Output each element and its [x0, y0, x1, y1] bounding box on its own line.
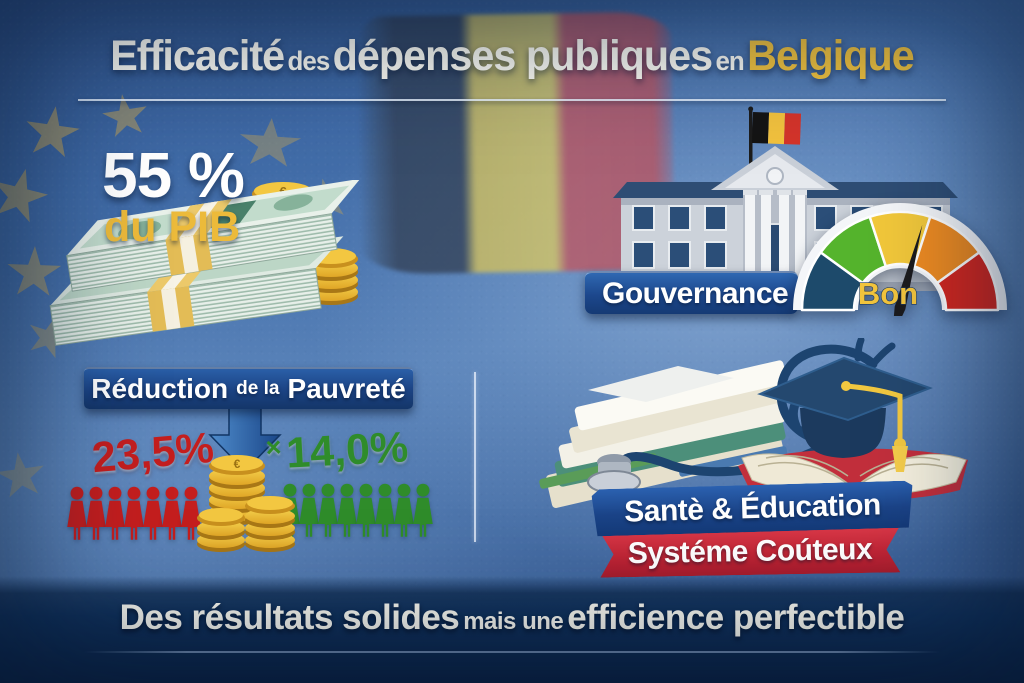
gdp-label: du PIB — [104, 203, 241, 251]
page-title: Efficacité des dépenses publiques en Bel… — [20, 32, 1003, 81]
coin-stack — [197, 508, 245, 552]
section-divider-line — [474, 372, 476, 542]
health-education-banner: Santè & Éducation — [591, 481, 913, 537]
title-word: dépenses publiques — [332, 32, 714, 80]
footer-conclusion: Des résultats solides mais une efficienc… — [0, 598, 1024, 638]
footer-band — [0, 576, 1024, 683]
footer-part: mais une — [463, 608, 564, 635]
governance-banner: Gouvernance — [585, 271, 798, 314]
graduation-cap-icon — [757, 356, 933, 472]
poverty-banner-word: Réduction — [91, 373, 229, 404]
title-word: Efficacité — [110, 32, 285, 80]
banknote-bundle-top — [66, 180, 361, 292]
footer-separator-line — [84, 651, 940, 653]
poverty-banner-word: de la — [236, 378, 280, 399]
svg-text:€: € — [234, 457, 241, 471]
poverty-reduction-banner: Réduction de la Pauvreté — [84, 367, 413, 409]
banknotes-and-coins-icon: € — [49, 180, 361, 346]
health-education-label: Santè & Éducation — [623, 487, 882, 529]
poverty-banner-word: Pauvreté — [287, 373, 406, 404]
footer-part: efficience perfectible — [567, 598, 905, 637]
title-word-country: Belgique — [747, 32, 915, 80]
poverty-after-value: 14,0% — [285, 423, 410, 478]
gauge-needle — [893, 224, 923, 316]
title-word: des — [287, 46, 330, 76]
title-word: en — [715, 46, 744, 76]
crowd-red-icons — [66, 482, 199, 545]
performance-gauge-icon: Bon — [793, 203, 1007, 316]
crowd-green-icons — [279, 479, 431, 542]
belgian-flag-icon — [748, 106, 802, 168]
down-arrow-icon — [208, 405, 282, 473]
gauge-rating-label: Bon — [858, 276, 918, 311]
gauge-segment-5 — [935, 251, 1000, 312]
costly-system-label: Systéme Coúteux — [627, 532, 873, 571]
stethoscope-chestpiece-icon — [587, 454, 641, 494]
footer-part: Des résultats solides — [119, 598, 460, 637]
coin-stacks-icon: € — [197, 455, 295, 552]
governance-label: Gouvernance — [602, 276, 789, 310]
person-icon — [412, 479, 434, 542]
title-separator-line — [78, 99, 946, 101]
coin-stack — [245, 496, 295, 552]
gdp-percentage-value: 55 % — [102, 139, 245, 211]
